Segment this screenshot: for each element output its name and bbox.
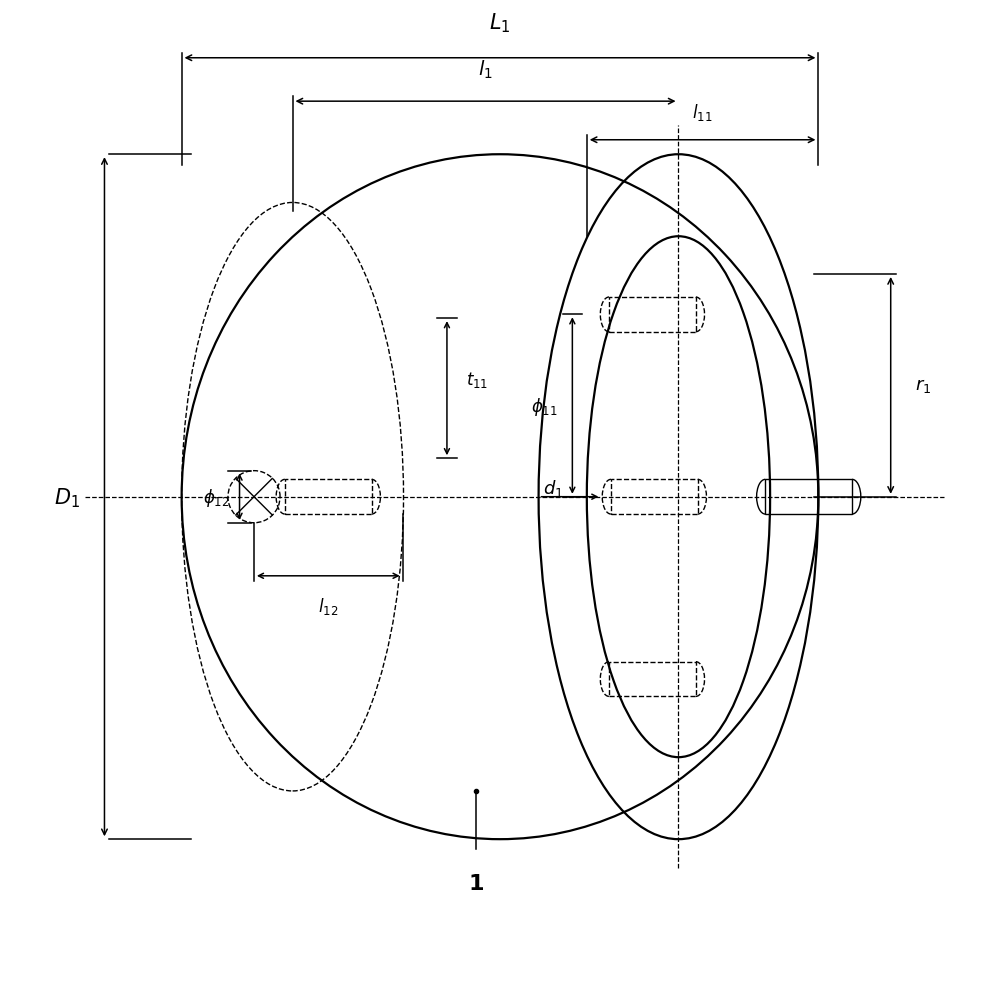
- Bar: [609, 662, 696, 697]
- Text: $L_1$: $L_1$: [489, 11, 511, 35]
- Text: $r_1$: $r_1$: [915, 377, 931, 395]
- Text: $\phi_{11}$: $\phi_{11}$: [531, 395, 558, 417]
- Text: $l_{11}$: $l_{11}$: [692, 103, 713, 123]
- Bar: [611, 480, 698, 515]
- Text: 1: 1: [468, 873, 484, 893]
- Bar: [765, 480, 852, 515]
- Text: $d_1$: $d_1$: [543, 477, 564, 498]
- Text: $l_{12}$: $l_{12}$: [318, 596, 338, 616]
- Text: $t_{11}$: $t_{11}$: [466, 369, 489, 389]
- Bar: [609, 298, 696, 332]
- Text: $l_1$: $l_1$: [478, 58, 493, 81]
- Text: $D_1$: $D_1$: [54, 485, 80, 509]
- Bar: [285, 480, 372, 515]
- Text: $\phi_{12}$: $\phi_{12}$: [203, 486, 230, 508]
